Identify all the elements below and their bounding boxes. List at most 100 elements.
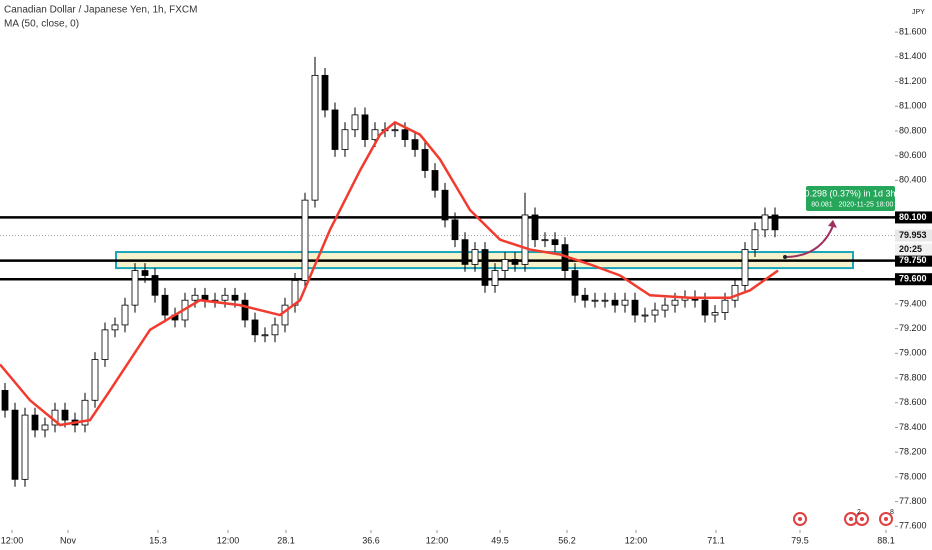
- candle-body: [1, 389, 9, 411]
- candle-body: [551, 239, 559, 246]
- candle-body: [21, 414, 29, 480]
- y-tick-label: 80.800: [899, 125, 927, 135]
- candle-body: [421, 149, 429, 171]
- y-tick-label: 78.000: [899, 471, 927, 481]
- x-tick-label: 28.1: [277, 535, 295, 545]
- candle-body: [141, 270, 149, 276]
- candle-body: [491, 270, 499, 286]
- candle-body: [351, 114, 359, 131]
- candle-body: [471, 249, 479, 265]
- y-tick-label: 79.200: [899, 323, 927, 333]
- candle-body: [41, 424, 49, 431]
- candle-body: [541, 239, 549, 242]
- event-dot: [798, 517, 802, 521]
- candle-body: [411, 139, 419, 150]
- candle-body: [331, 109, 339, 150]
- candle-body: [701, 299, 709, 316]
- event-dot: [849, 517, 853, 521]
- candle-body: [91, 359, 99, 401]
- candle-body: [261, 334, 269, 337]
- x-tick-label: 12:00: [426, 535, 449, 545]
- candle-body: [131, 270, 139, 306]
- y-tick-label: 80.600: [899, 150, 927, 160]
- price-tag-label: 79.953: [899, 230, 927, 240]
- y-tick-label: 79.000: [899, 348, 927, 358]
- y-tick-label: 81.000: [899, 101, 927, 111]
- candle-body: [401, 129, 409, 141]
- candle-body: [461, 239, 469, 265]
- projection-time: 2020-11-25 18:00: [839, 201, 894, 208]
- candle-body: [151, 275, 159, 296]
- candle-body: [81, 399, 89, 426]
- candle-body: [361, 114, 369, 141]
- candle-body: [521, 214, 529, 265]
- price-tag: [895, 229, 932, 242]
- candle-body: [121, 304, 129, 326]
- projection-box: [806, 186, 895, 211]
- candle-body: [191, 294, 199, 301]
- candle-body: [651, 309, 659, 316]
- currency-label: JPY: [912, 9, 925, 16]
- candle-body: [61, 409, 69, 421]
- candle-body: [621, 299, 629, 306]
- candle-body: [451, 219, 459, 241]
- candle-body: [591, 299, 599, 302]
- candle-body: [441, 189, 449, 221]
- candle-body: [501, 259, 509, 271]
- candle-body: [221, 294, 229, 301]
- projection-arrow: [784, 225, 834, 258]
- event-dot: [884, 517, 888, 521]
- plot-area: [0, 56, 895, 487]
- candle-body: [431, 170, 439, 191]
- x-tick-label: 12:00: [1, 535, 24, 545]
- candle-body: [481, 249, 489, 286]
- y-tick-label: 78.400: [899, 422, 927, 432]
- candle-body: [321, 74, 329, 111]
- candle-body: [631, 299, 639, 316]
- price-tag-label: 79.600: [899, 274, 927, 284]
- moving-average: [0, 120, 779, 427]
- y-tick-label: 78.600: [899, 397, 927, 407]
- y-tick-label: 79.400: [899, 298, 927, 308]
- candle-body: [391, 129, 399, 132]
- price-tag: [895, 243, 932, 256]
- x-tick-label: Nov: [60, 535, 77, 545]
- y-tick-label: 77.600: [899, 521, 927, 531]
- y-tick-label: 81.200: [899, 76, 927, 86]
- candle-body: [161, 294, 169, 316]
- candle-body: [271, 324, 279, 336]
- y-tick-label: 78.800: [899, 372, 927, 382]
- x-tick-label: 12:00: [625, 535, 648, 545]
- x-tick-label: 36.6: [362, 535, 380, 545]
- candle-body: [761, 214, 769, 231]
- chart-title: Canadian Dollar / Japanese Yen, 1h, FXCM: [4, 5, 197, 16]
- y-tick-label: 81.600: [899, 26, 927, 36]
- y-tick-label: 81.400: [899, 51, 927, 61]
- x-tick-label: 71.1: [707, 535, 725, 545]
- price-tag-label: 79.750: [899, 255, 927, 265]
- projection-price: 80.081: [811, 201, 833, 208]
- candle-body: [281, 304, 289, 326]
- event-count: 2: [857, 509, 861, 516]
- candle-body: [511, 259, 519, 265]
- candle-body: [241, 299, 249, 321]
- projection-change: 0.298 (0.37%) in 1d 3h: [804, 188, 895, 198]
- candle-body: [771, 214, 779, 231]
- candle-body: [671, 299, 679, 306]
- candle-body: [231, 294, 239, 301]
- candle-body: [31, 414, 39, 431]
- candle-body: [741, 249, 749, 286]
- candle-body: [531, 214, 539, 241]
- candle-body: [311, 74, 319, 201]
- candle-body: [751, 229, 759, 250]
- candle-body: [641, 314, 649, 317]
- candle-body: [731, 284, 739, 301]
- x-tick-label: 15.3: [149, 535, 167, 545]
- x-tick-label: 49.5: [491, 535, 509, 545]
- x-tick-label: 56.2: [558, 535, 576, 545]
- price-tag: [895, 211, 932, 224]
- price-tag: [895, 254, 932, 267]
- x-tick-label: 79.5: [791, 535, 809, 545]
- candle-body: [611, 299, 619, 306]
